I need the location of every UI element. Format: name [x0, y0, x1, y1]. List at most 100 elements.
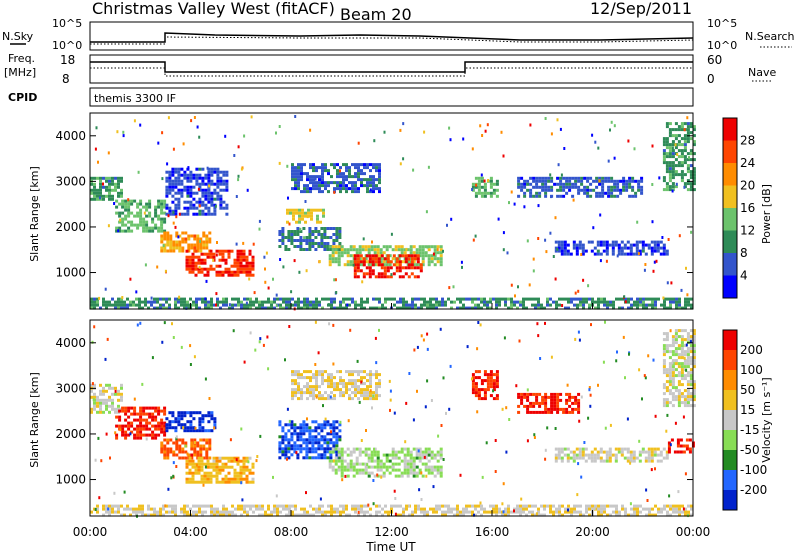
velocity-cell [189, 420, 193, 424]
velocity-cell [686, 362, 690, 366]
power-cell [572, 240, 576, 244]
power-cell [303, 172, 306, 176]
power-cell [160, 217, 164, 221]
velocity-cell [221, 465, 225, 469]
velocity-cell [288, 510, 291, 514]
power-cell [303, 187, 306, 191]
power-cell [360, 306, 363, 310]
power-cell [236, 273, 240, 277]
velocity-cell [288, 504, 291, 508]
velocity-cell [330, 397, 333, 401]
power-cell [306, 184, 309, 188]
velocity-cell [556, 410, 560, 414]
power-cell [385, 248, 389, 252]
power-cell [339, 306, 342, 310]
velocity-cell [529, 410, 533, 414]
velocity-cell [193, 438, 197, 442]
velocity-cell [300, 388, 303, 392]
power-speckle [309, 128, 312, 132]
velocity-cell [507, 507, 510, 511]
velocity-cell [665, 371, 669, 375]
power-cell [174, 170, 178, 174]
velocity-cell [424, 447, 428, 451]
power-cell [96, 300, 99, 304]
velocity-cell [312, 388, 315, 392]
power-cell [326, 248, 330, 251]
power-cell [335, 239, 339, 242]
power-cell [471, 188, 475, 192]
power-cell [175, 243, 179, 247]
power-cell [357, 303, 360, 307]
velocity-cell [201, 510, 204, 514]
power-cell [612, 306, 615, 310]
velocity-speckle [317, 351, 320, 355]
velocity-cell [689, 380, 693, 384]
velocity-cell [291, 388, 294, 392]
power-cell [162, 297, 165, 301]
power-cell [239, 249, 243, 253]
power-cell [644, 243, 648, 247]
power-cell [213, 209, 217, 213]
power-speckle [671, 146, 674, 150]
velocity-speckle [602, 360, 605, 364]
power-cell [430, 254, 434, 258]
power-speckle [508, 201, 510, 205]
power-cell [507, 297, 510, 301]
velocity-cell [647, 456, 651, 460]
velocity-cell [375, 510, 378, 514]
velocity-cell [355, 462, 359, 466]
power-cell [635, 246, 639, 250]
velocity-cell [93, 404, 96, 408]
velocity-cell [174, 429, 178, 433]
power-cell [574, 182, 578, 186]
velocity-cell [299, 447, 303, 451]
velocity-cell [439, 465, 443, 469]
velocity-cell [342, 504, 345, 508]
velocity-cell [550, 404, 554, 408]
power-cell [292, 211, 295, 215]
power-speckle [661, 236, 664, 239]
power-cell [337, 260, 341, 264]
velocity-cell [674, 332, 678, 336]
power-cell [663, 303, 666, 307]
velocity-cell [207, 504, 210, 508]
velocity-cell [348, 373, 351, 377]
velocity-cell [296, 438, 300, 442]
power-cell [300, 166, 303, 170]
velocity-cell [160, 450, 164, 454]
velocity-cell [174, 417, 178, 421]
velocity-cell [689, 368, 693, 372]
velocity-cell [590, 450, 594, 454]
velocity-speckle [405, 401, 408, 405]
power-speckle [333, 190, 336, 194]
power-cell [634, 191, 638, 195]
power-cell [383, 269, 387, 273]
velocity-cell [683, 377, 687, 381]
velocity-cell [278, 423, 282, 427]
velocity-cell [544, 392, 548, 396]
velocity-speckle [566, 383, 569, 387]
velocity-cell [363, 394, 366, 398]
power-cell [297, 181, 300, 185]
power-cell [628, 194, 632, 198]
power-cell [245, 270, 249, 274]
velocity-cell [433, 456, 437, 460]
power-cell [306, 297, 309, 301]
power-cell [377, 260, 381, 264]
velocity-cell [520, 392, 524, 396]
velocity-cell [517, 392, 521, 396]
power-cell [575, 243, 579, 247]
power-cell [221, 273, 225, 277]
power-cell [495, 297, 498, 301]
velocity-cell [544, 404, 548, 408]
power-cell [192, 191, 196, 195]
velocity-cell [281, 441, 285, 445]
power-cell [299, 230, 303, 233]
power-cell [593, 246, 597, 250]
velocity-cell [520, 395, 524, 399]
velocity-cell [360, 391, 363, 395]
velocity-cell [361, 450, 365, 454]
power-cell [218, 249, 222, 253]
power-cell [378, 306, 381, 310]
velocity-cell [231, 510, 234, 514]
